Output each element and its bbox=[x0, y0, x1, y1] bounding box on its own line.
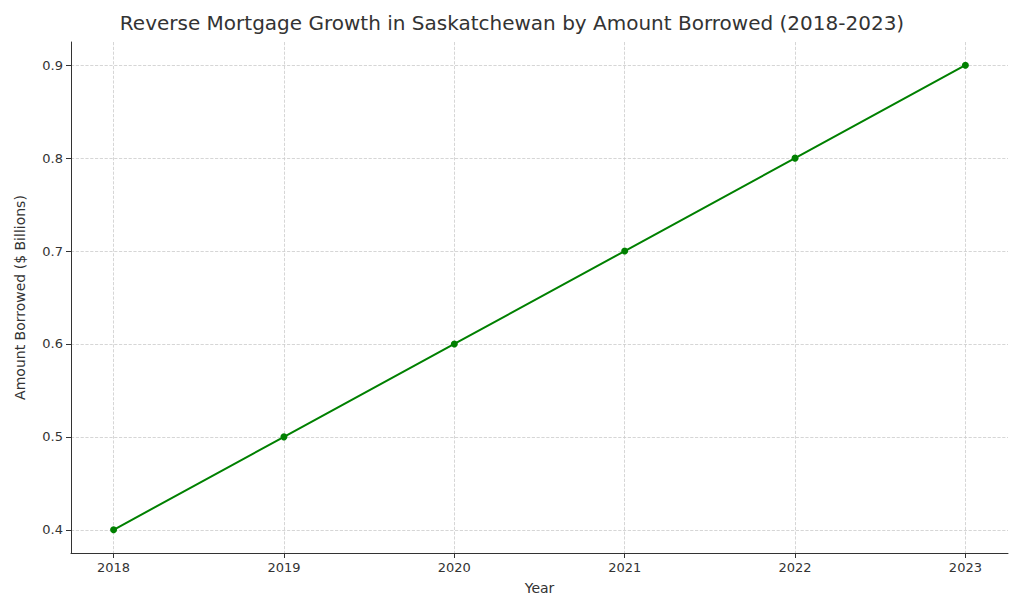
svg-text:2022: 2022 bbox=[778, 560, 811, 575]
svg-text:2020: 2020 bbox=[438, 560, 471, 575]
svg-text:2019: 2019 bbox=[267, 560, 300, 575]
svg-text:0.8: 0.8 bbox=[42, 151, 63, 166]
svg-text:2018: 2018 bbox=[97, 560, 130, 575]
svg-text:0.7: 0.7 bbox=[42, 244, 63, 259]
svg-text:Year: Year bbox=[524, 580, 555, 596]
svg-text:Amount Borrowed ($ Billions): Amount Borrowed ($ Billions) bbox=[12, 195, 28, 400]
svg-text:2023: 2023 bbox=[949, 560, 982, 575]
svg-text:2021: 2021 bbox=[608, 560, 641, 575]
svg-text:0.6: 0.6 bbox=[42, 336, 63, 351]
svg-text:0.4: 0.4 bbox=[42, 522, 63, 537]
svg-text:Reverse Mortgage Growth in Sas: Reverse Mortgage Growth in Saskatchewan … bbox=[120, 11, 904, 35]
svg-text:0.9: 0.9 bbox=[42, 58, 63, 73]
svg-text:0.5: 0.5 bbox=[42, 429, 63, 444]
